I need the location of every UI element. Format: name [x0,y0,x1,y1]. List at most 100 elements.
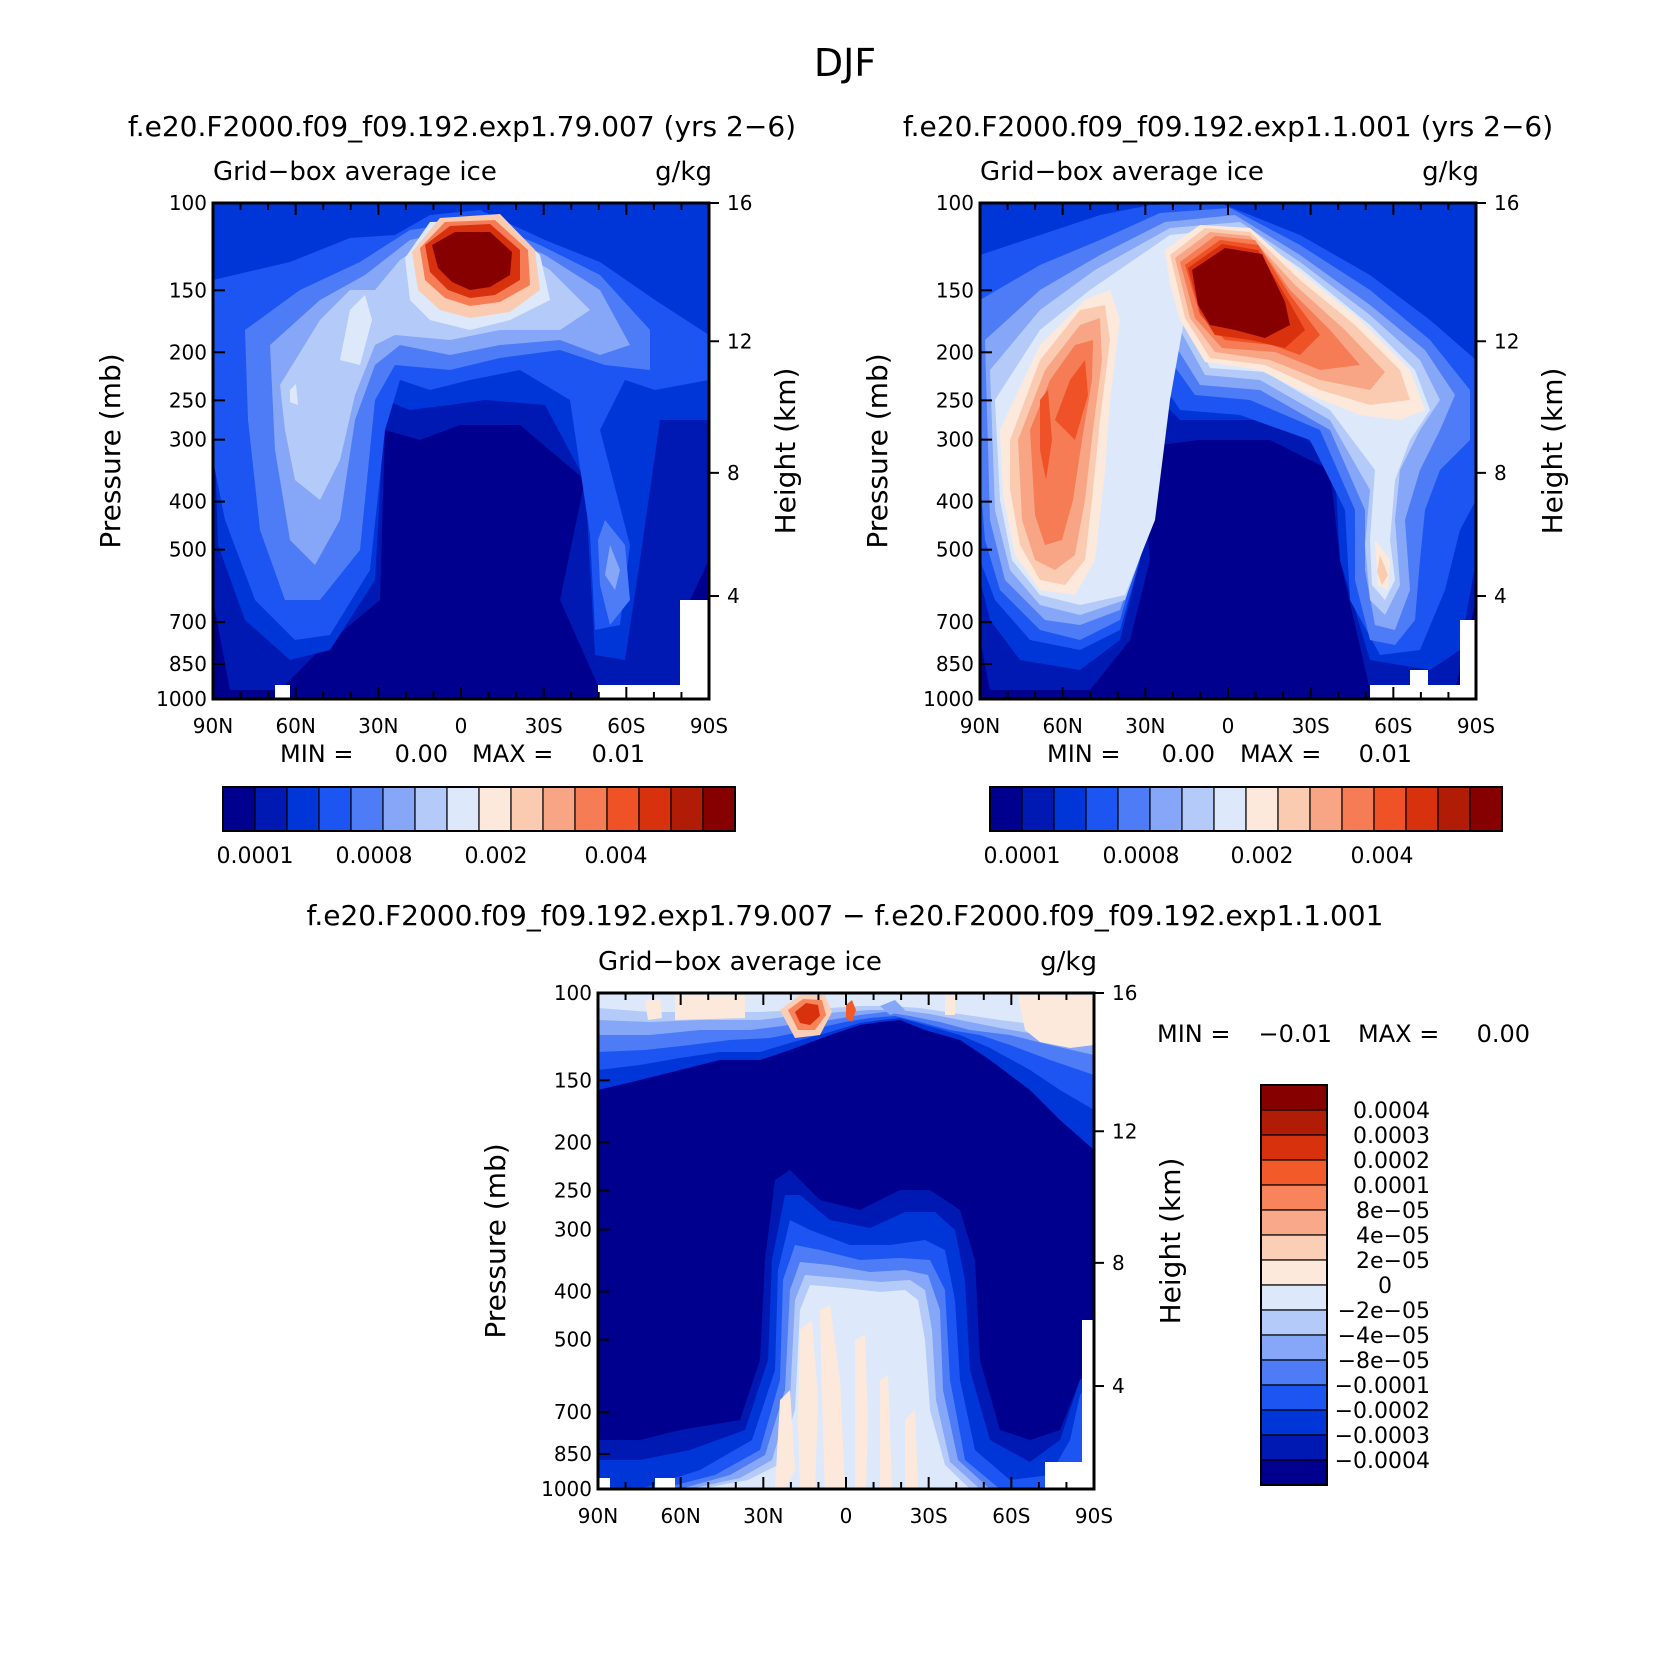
panel-2-x-tick-label: 90S [1457,714,1495,738]
panel-3-colorbar-swatch [1260,1334,1328,1361]
panel-3-title: f.e20.F2000.f09_f09.192.exp1.79.007 − f.… [307,899,1384,932]
panel-1-y-tick-label: 850 [169,652,207,676]
panel-1-colorbar-label: 0.0008 [336,844,413,869]
panel-3-y-tick-label: 400 [554,1280,592,1304]
panel-3-upper-positive [645,995,1094,1048]
panel-3-colorbar-swatch [1260,1434,1328,1461]
panel-3-min-label: MIN = [1157,1020,1230,1048]
page-title: DJF [814,41,876,85]
panel-3-x-tick-label: 60N [660,1504,700,1528]
panel-2-y-tick-label: 1000 [923,687,974,711]
panel-1-variable-label: Grid−box average ice [213,157,497,187]
panel-3-x-tick-label: 0 [840,1504,853,1528]
panel-3-colorbar-label: −8e−05 [1338,1349,1430,1374]
panel-3-colorbar-swatch [1260,1159,1328,1186]
panel-2-y-tick-label: 200 [936,340,974,364]
panel-3-colorbar-swatch [1260,1284,1328,1311]
panel-3-colorbar-label: 4e−05 [1356,1224,1430,1249]
panel-2-right-tick-label: 4 [1494,584,1507,608]
panel-3-anomaly-small [846,1000,856,1022]
panel-3-colorbar-label: 2e−05 [1356,1249,1430,1274]
panel-3-colorbar-label: 0.0002 [1353,1149,1430,1174]
panel-3-max-value: 0.00 [1477,1020,1530,1048]
panel-2: f.e20.F2000.f09_f09.192.exp1.1.001 (yrs … [861,110,1569,869]
panel-1-colorbar-swatch [542,786,576,832]
panel-3-right-tick-label: 8 [1112,1251,1125,1275]
panel-3-min-value: −0.01 [1258,1020,1332,1048]
panel-3-colorbar-swatch [1260,1359,1328,1386]
panel-1-x-tick-label: 60S [607,714,645,738]
panel-3-y-tick-label: 700 [554,1400,592,1424]
panel-2-colorbar-label: 0.004 [1351,844,1414,869]
panel-1-max-label: MAX = [472,740,553,768]
panel-1-colorbar-swatch [638,786,672,832]
panel-3-colorbar-swatch [1260,1184,1328,1211]
panel-1-colorbar-swatch [222,786,256,832]
panel-1-plot-field [213,203,709,699]
panel-3-y-tick-label: 850 [554,1442,592,1466]
panel-2-colorbar-swatch [1117,786,1151,832]
panel-1-x-tick-label: 90S [690,714,728,738]
panel-3-colorbar-label: 8e−05 [1356,1199,1430,1224]
panel-1-title: f.e20.F2000.f09_f09.192.exp1.79.007 (yrs… [128,110,796,143]
panel-1-right-tick-label: 8 [727,461,740,485]
panel-1-colorbar-swatch [254,786,288,832]
panel-3-anomaly-band-3 [795,1003,820,1025]
panel-1-band-11 [432,232,512,290]
panel-3-y-tick-label: 300 [554,1218,592,1242]
panel-1-colorbar-swatch [702,786,736,832]
panel-1-units-label: g/kg [655,157,712,187]
panel-2-y-axis-label: Pressure (mb) [861,353,894,548]
panel-3-variable-label: Grid−box average ice [598,947,882,977]
panel-3-colorbar-swatch [1260,1084,1328,1111]
panel-1-colorbar-swatch [478,786,512,832]
panel-3-dome-positive [775,1305,918,1489]
panel-3-right-tick-label: 12 [1112,1119,1137,1143]
panel-2-colorbar-swatch [1149,786,1183,832]
panel-2-y-tick-label: 500 [936,538,974,562]
panel-1-x-tick-label: 30N [358,714,398,738]
panel-2-x-tick-label: 30N [1125,714,1165,738]
panel-3-colorbar-label: −2e−05 [1338,1299,1430,1324]
panel-1-missing-data [275,685,290,699]
panel-1-right-tick-label: 16 [727,191,752,215]
panel-2-colorbar-swatch [1405,786,1439,832]
panel-2-colorbar-swatch [1341,786,1375,832]
panel-1-colorbar-label: 0.0001 [217,844,294,869]
panel-1-colorbar-label: 0.002 [465,844,528,869]
panel-3-y-axis-label: Pressure (mb) [479,1143,512,1338]
panel-2-x-tick-label: 90N [960,714,1000,738]
panel-3-max-label: MAX = [1358,1020,1439,1048]
panel-1-right-tick-label: 4 [727,584,740,608]
panel-3-x-tick-label: 90S [1075,1504,1113,1528]
panel-2-missing-data [1410,670,1428,699]
panel-2-x-tick-label: 30S [1292,714,1330,738]
panel-2-y-tick-label: 300 [936,428,974,452]
panel-3-y-tick-label: 150 [554,1068,592,1092]
panel-1-y-tick-label: 400 [169,490,207,514]
panel-1-min-label: MIN = [280,740,353,768]
panel-1-y-tick-label: 200 [169,340,207,364]
panel-1-x-tick-label: 60N [275,714,315,738]
panel-2-colorbar-swatch [1277,786,1311,832]
panel-3-x-tick-label: 30N [743,1504,783,1528]
panel-1-right-tick-label: 12 [727,329,752,353]
panel-2-max-label: MAX = [1240,740,1321,768]
panel-2-min-value: 0.00 [1162,740,1215,768]
panel-2-missing-data [1460,620,1476,699]
panel-2-variable-label: Grid−box average ice [980,157,1264,187]
panel-3-y-tick-label: 100 [554,981,592,1005]
panel-1-y-tick-label: 100 [169,191,207,215]
panel-3-colorbar-label: −0.0003 [1335,1424,1430,1449]
panel-1-colorbar-swatch [318,786,352,832]
panel-3: f.e20.F2000.f09_f09.192.exp1.79.007 − f.… [307,899,1530,1528]
panel-3-y-tick-label: 200 [554,1130,592,1154]
panel-3-colorbar-swatch [1260,1409,1328,1436]
panel-3-missing-data [598,1478,610,1489]
panel-2-y-tick-label: 700 [936,610,974,634]
panel-1-right-axis-label: Height (km) [769,368,802,535]
panel-1-y-tick-label: 1000 [156,687,207,711]
panel-3-x-tick-label: 60S [992,1504,1030,1528]
panel-2-y-tick-label: 400 [936,490,974,514]
